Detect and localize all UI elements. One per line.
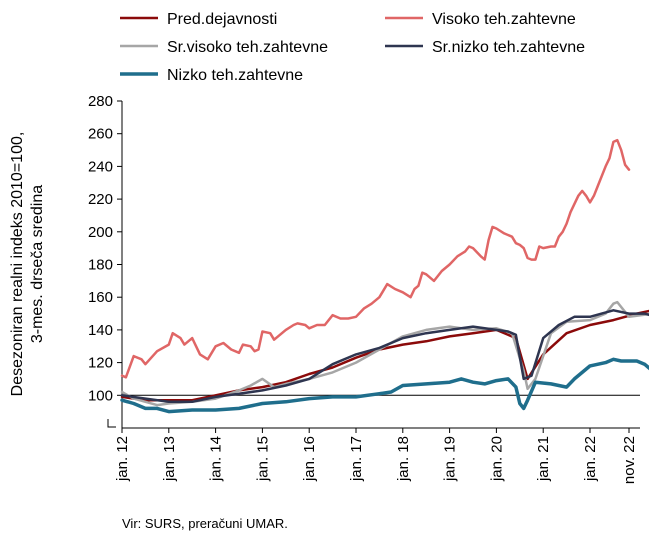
y-axis: 100 120 140 160 180 200 220 240 260 280 [88, 93, 123, 428]
y-tick-label: 120 [88, 355, 113, 372]
y-tick-label: 280 [88, 93, 113, 110]
x-tick-label: jan. 20 [488, 436, 505, 482]
legend-label: Sr.nizko teh.zahtevne [432, 39, 585, 56]
x-tick-label: jan. 17 [348, 436, 365, 482]
y-tick-label: 100 [88, 387, 113, 404]
y-tick-label: 260 [88, 126, 113, 143]
y-tick-label: 160 [88, 289, 113, 306]
y-tick-label: 220 [88, 191, 113, 208]
series-line-2 [120, 138, 631, 379]
legend-label: Sr.visoko teh.zahtevne [167, 39, 328, 56]
series-line-5 [120, 357, 649, 414]
x-tick-label: jan. 18 [395, 436, 412, 482]
source-note: Vir: SURS, preračuni UMAR. [122, 516, 288, 531]
legend: Pred.dejavnosti Visoko teh.zahtevne Sr.vis… [120, 11, 585, 84]
x-tick-label: nov. 22 [621, 436, 638, 484]
x-tick-label: jan. 12 [114, 436, 131, 482]
x-tick-label: jan. 21 [535, 436, 552, 482]
axis-break-icon [107, 419, 116, 428]
y-axis-label-line: Desezoniran realni indeks 2010=100, [9, 132, 26, 397]
x-tick-label: jan. 16 [301, 436, 318, 482]
legend-label: Visoko teh.zahtevne [432, 11, 576, 28]
y-tick-label: 200 [88, 224, 113, 241]
x-tick-label: jan. 22 [582, 436, 599, 482]
series-line-1 [120, 309, 649, 402]
y-tick-label: 240 [88, 158, 113, 175]
legend-label: Nizko teh.zahtevne [167, 67, 303, 84]
y-axis-label-line: 3-mes. drseča sredina [29, 185, 46, 343]
legend-label: Pred.dejavnosti [167, 11, 277, 28]
x-tick-label: jan. 15 [254, 436, 271, 482]
x-axis: jan. 12 jan. 13 jan. 14 jan. 15 jan. 16 jan. … [114, 427, 640, 484]
y-tick-label: 180 [88, 257, 113, 274]
x-tick-label: jan. 13 [161, 436, 178, 482]
series-lines [120, 138, 649, 414]
x-tick-label: jan. 19 [442, 436, 459, 482]
y-tick-label: 140 [88, 322, 113, 339]
y-axis-label: Desezoniran realni indeks 2010=100, 3-mes… [9, 132, 46, 397]
x-tick-label: jan. 14 [208, 436, 225, 482]
series-line-4 [120, 309, 649, 404]
